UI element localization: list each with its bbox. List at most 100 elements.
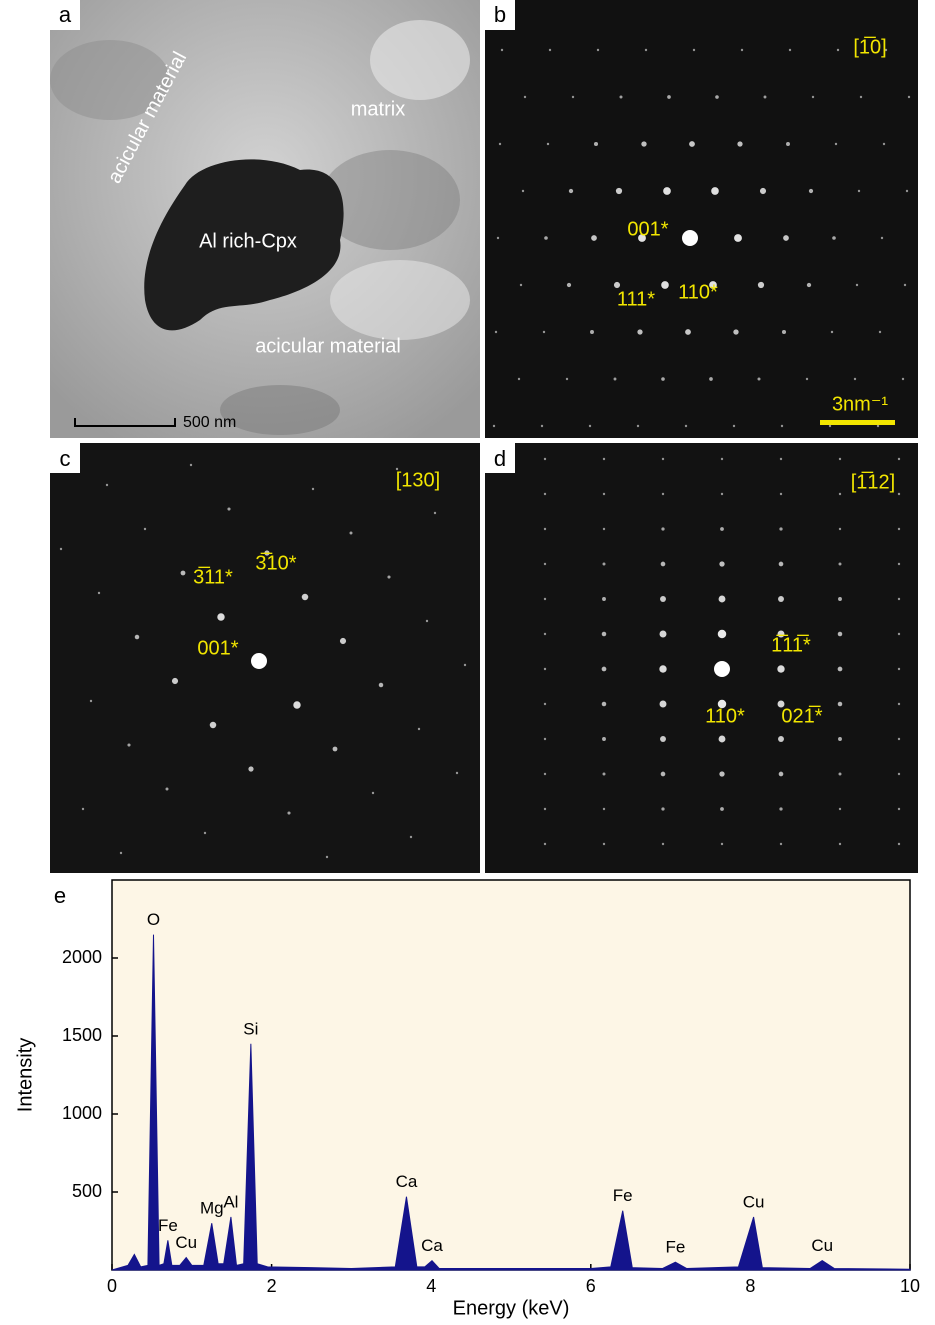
texture — [330, 260, 470, 340]
diffraction-spot — [662, 493, 664, 495]
diffraction-spot — [898, 738, 900, 740]
diffraction-image — [485, 0, 918, 438]
diffraction-spot — [326, 856, 328, 858]
diffraction-spot — [544, 633, 546, 635]
peak-label: Si — [243, 1019, 258, 1038]
x-tick-label: 0 — [107, 1276, 117, 1296]
diffraction-spot — [831, 331, 833, 333]
diffraction-spot — [544, 843, 546, 845]
y-tick-label: 1000 — [62, 1103, 102, 1123]
diffraction-spot — [410, 836, 412, 838]
annotation: 021̅* — [781, 704, 822, 727]
diffraction-spot — [522, 190, 524, 192]
diffraction-spot — [839, 843, 841, 845]
diffraction-spot — [661, 377, 665, 381]
diffraction-spot — [543, 331, 545, 333]
diffraction-spot — [387, 575, 390, 578]
diffraction-spot — [518, 378, 520, 380]
diffraction-spot — [547, 143, 549, 145]
y-axis-title: Intensity — [14, 1038, 36, 1112]
diffraction-spot — [898, 843, 900, 845]
panel-a: a matrix acicular material Al rich-Cpx a… — [50, 0, 480, 438]
diffraction-spot — [902, 378, 904, 380]
plot-area — [112, 880, 910, 1270]
diffraction-spot — [906, 190, 908, 192]
annotation: 111* — [617, 288, 655, 310]
texture — [220, 385, 340, 435]
diffraction-spot — [541, 425, 543, 427]
diffraction-spot — [544, 528, 546, 530]
diffraction-spot — [661, 562, 666, 567]
diffraction-spot — [594, 142, 598, 146]
diffraction-spot — [737, 141, 742, 146]
diffraction-spot — [82, 808, 84, 810]
scale-label: 500 nm — [183, 414, 236, 431]
peak-label: Fe — [613, 1186, 633, 1205]
annotation: acicular material — [255, 335, 401, 357]
diffraction-spot — [135, 635, 139, 639]
diffraction-spot — [667, 95, 671, 99]
y-tick-label: 1500 — [62, 1025, 102, 1045]
diffraction-spot — [777, 665, 784, 672]
diffraction-spot — [597, 49, 599, 51]
x-tick-label: 10 — [900, 1276, 920, 1296]
diffraction-spot — [835, 143, 837, 145]
diffraction-spot — [898, 668, 900, 670]
diffraction-spot — [786, 142, 790, 146]
diffraction-spot — [614, 282, 620, 288]
diffraction-spot — [839, 528, 841, 530]
diffraction-spot — [898, 808, 900, 810]
diffraction-spot — [779, 772, 784, 777]
diffraction-spot — [780, 493, 782, 495]
diffraction-spot — [832, 236, 836, 240]
diffraction-spot — [602, 667, 607, 672]
diffraction-spot — [619, 95, 622, 98]
peak-label: Mg — [200, 1199, 224, 1218]
diffraction-spot — [569, 189, 573, 193]
diffraction-spot — [838, 597, 842, 601]
diffraction-spot — [837, 49, 839, 51]
diffraction-spot — [829, 425, 831, 427]
diffraction-spot — [302, 594, 308, 600]
diffraction-spot — [662, 458, 664, 460]
x-tick-label: 6 — [586, 1276, 596, 1296]
diffraction-spot — [719, 736, 726, 743]
diffraction-spot — [898, 528, 900, 530]
diffraction-spot — [898, 598, 900, 600]
diffraction-spot — [734, 234, 742, 242]
diffraction-spot — [778, 596, 784, 602]
diffraction-spot — [719, 561, 724, 566]
diffraction-spot — [659, 665, 666, 672]
diffraction-spot — [340, 638, 346, 644]
diffraction-spot — [426, 620, 428, 622]
diffraction-spot — [603, 773, 606, 776]
diffraction-spot — [499, 143, 501, 145]
diffraction-spot — [566, 378, 568, 380]
diffraction-spot — [372, 792, 374, 794]
diffraction-spot — [181, 571, 186, 576]
diffraction-spot — [661, 527, 664, 530]
annotation: matrix — [351, 98, 405, 120]
diffraction-spot — [898, 703, 900, 705]
diffraction-spot — [544, 773, 546, 775]
peak-label: Fe — [158, 1216, 178, 1235]
diffraction-image — [485, 443, 918, 873]
x-tick-label: 4 — [426, 1276, 436, 1296]
diffraction-spot — [614, 378, 617, 381]
panel-c — [50, 443, 480, 873]
diffraction-spot — [733, 329, 738, 334]
scale-label: 3nm⁻¹ — [832, 393, 888, 415]
diffraction-spot — [98, 592, 100, 594]
panel-letter: e — [54, 883, 66, 908]
diffraction-spot — [779, 807, 782, 810]
diffraction-spot — [204, 832, 206, 834]
diffraction-spot — [660, 736, 666, 742]
diffraction-spot — [637, 425, 639, 427]
diffraction-spot — [908, 96, 910, 98]
diffraction-spot — [806, 378, 808, 380]
diffraction-spot — [904, 284, 906, 286]
diffraction-spot — [741, 49, 743, 51]
diffraction-spot — [544, 598, 546, 600]
diffraction-spot — [603, 843, 605, 845]
diffraction-spot — [248, 766, 253, 771]
